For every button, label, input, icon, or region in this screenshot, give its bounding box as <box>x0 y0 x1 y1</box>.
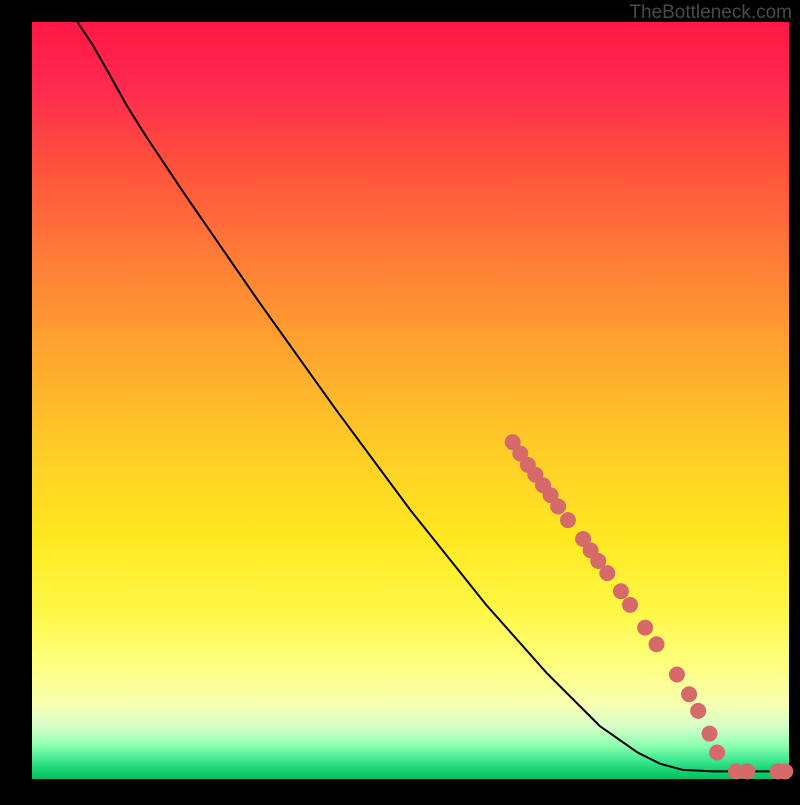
data-marker <box>599 565 615 581</box>
data-marker <box>681 686 697 702</box>
data-marker <box>702 726 718 742</box>
data-marker <box>669 667 685 683</box>
data-marker <box>622 597 638 613</box>
chart-svg <box>0 0 800 800</box>
data-marker <box>613 583 629 599</box>
chart-container: TheBottleneck.com <box>0 0 800 800</box>
data-marker <box>637 620 653 636</box>
data-marker <box>649 636 665 652</box>
data-marker <box>690 703 706 719</box>
data-marker <box>550 498 566 514</box>
watermark-text: TheBottleneck.com <box>629 2 792 24</box>
data-marker <box>739 763 755 779</box>
data-marker <box>709 745 725 761</box>
data-marker <box>560 512 576 528</box>
data-marker <box>777 763 793 779</box>
